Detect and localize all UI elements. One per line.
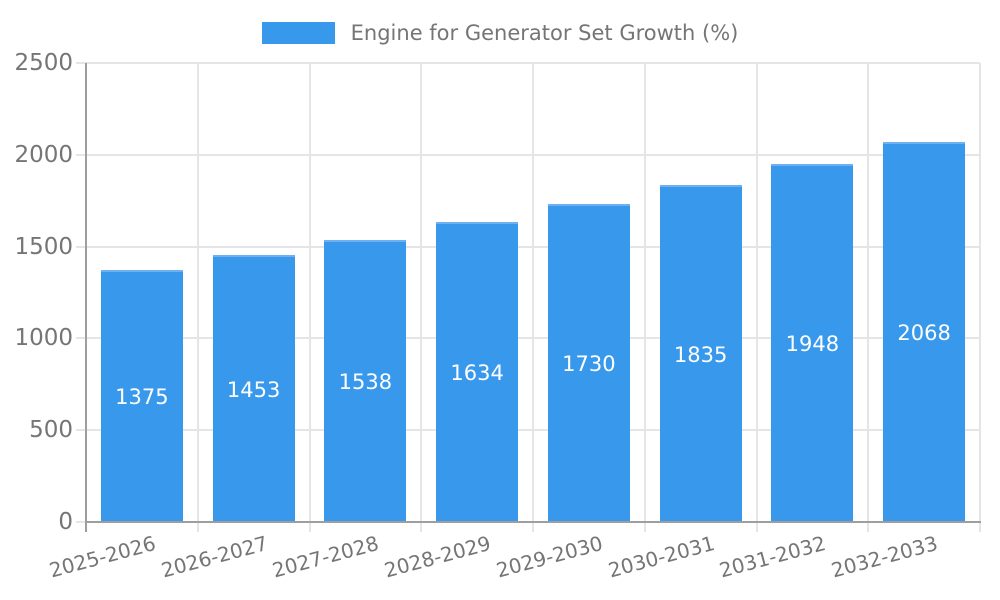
gridline-vertical — [643, 63, 646, 532]
bar-value-label: 1835 — [673, 342, 728, 367]
gridline-vertical — [532, 63, 534, 532]
gridline-vertical — [979, 63, 981, 532]
y-axis-line — [85, 63, 87, 532]
y-tick-label: 1000 — [14, 325, 73, 352]
y-tick-label: 2000 — [14, 141, 73, 168]
y-tick-label: 2500 — [14, 50, 73, 76]
y-tick-label: 1500 — [14, 233, 73, 260]
gridline-horizontal — [76, 337, 980, 340]
gridline-horizontal — [76, 429, 980, 432]
bar[interactable]: 1730 — [547, 204, 630, 522]
bar-value-label: 2068 — [897, 321, 951, 346]
bar-value-label: 1453 — [226, 377, 281, 402]
y-tick-label: 0 — [58, 509, 73, 535]
gridline-horizontal — [76, 245, 980, 248]
legend-label: Engine for Generator Set Growth (%) — [350, 21, 739, 45]
chart-legend[interactable]: Engine for Generator Set Growth (%) — [0, 20, 1000, 46]
bar-value-label: 1948 — [785, 332, 840, 357]
gridline-vertical — [867, 63, 870, 532]
gridline-horizontal — [76, 153, 980, 156]
gridline-vertical — [308, 63, 311, 532]
legend-swatch — [261, 22, 335, 44]
bar-value-label: 1375 — [115, 384, 169, 409]
bar[interactable]: 1948 — [771, 164, 854, 522]
bar[interactable]: 1634 — [436, 221, 519, 522]
bar[interactable]: 2068 — [883, 142, 966, 522]
bar[interactable]: 1538 — [324, 239, 407, 522]
gridline-vertical — [420, 63, 423, 532]
bar[interactable]: 1835 — [659, 185, 742, 522]
gridline-vertical — [755, 63, 758, 532]
bar-value-label: 1730 — [562, 352, 616, 377]
y-tick-label: 500 — [29, 417, 73, 444]
gridline-vertical — [196, 63, 199, 532]
x-axis-line — [85, 521, 981, 523]
bar[interactable]: 1453 — [212, 255, 295, 522]
bar-value-label: 1634 — [450, 360, 504, 385]
bar[interactable]: 1375 — [100, 269, 183, 522]
gridline-horizontal — [76, 62, 980, 64]
bar-value-label: 1538 — [338, 369, 393, 394]
